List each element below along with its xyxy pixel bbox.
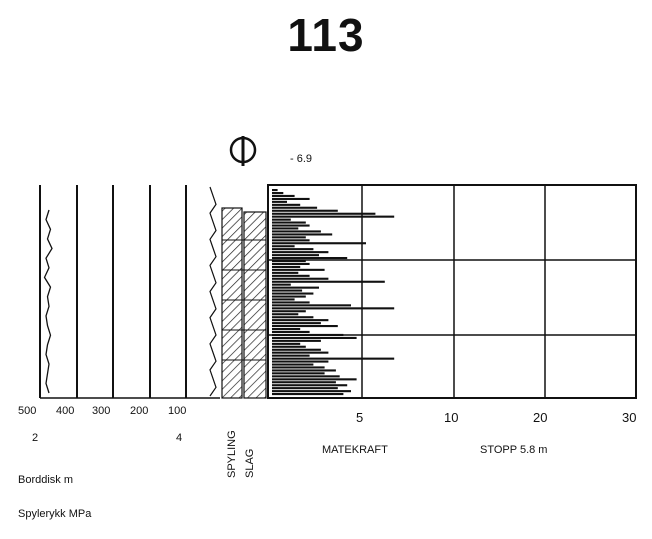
feed-force-bar [272,390,351,393]
feed-force-bar [272,339,321,342]
slag-column [243,211,267,399]
feed-force-bar [272,221,306,224]
feed-force-bar [272,316,314,319]
feed-force-bar [272,372,325,375]
feed-force-bar [272,325,338,328]
feed-force-bar [272,292,314,295]
feed-force-bar [272,351,329,354]
feed-force-bar [272,286,319,289]
feed-force-bar [272,274,310,277]
pressure-trace-line [209,186,217,397]
feed-force-bar [272,345,306,348]
left-tick-bottom: 2 [32,432,39,444]
left-axis-label-2: Spylerykk MPa [18,508,92,520]
feed-force-bar [272,206,318,209]
spyling-column [221,207,243,399]
left-tick-top: 400 [56,405,75,417]
start-depth-label: - 6.9 [290,153,313,165]
feed-force-bar [272,313,299,316]
feed-force-bar [272,265,301,268]
x-tick-label: 20 [533,410,548,425]
feed-force-bar [272,393,344,396]
feed-force-bar [272,242,366,245]
feed-force-bar [272,354,310,357]
feed-force-bar [272,333,344,336]
feed-force-bar [272,254,319,257]
x-axis-label: MATEKRAFT [322,444,388,456]
left-axis-label-1: Borddisk m [18,474,74,486]
feed-force-bar [272,277,329,280]
feed-force-bar [272,215,395,218]
x-tick-label: 10 [444,410,459,425]
feed-force-bar [272,262,310,265]
feed-force-bar [272,357,395,360]
feed-force-bar [272,301,310,304]
left-tick-top: 200 [130,405,149,417]
feed-force-bar [272,230,321,233]
feed-force-bar [272,260,306,263]
feed-force-bar [272,209,338,212]
feed-force-bar [272,336,357,339]
stop-depth-label: STOPP 5.8 m [480,444,548,456]
feed-force-bar [272,197,310,200]
feed-force-bar [272,348,321,351]
feed-force-bar [272,224,310,227]
feed-force-bar [272,375,340,378]
column-label-spyling: SPYLING [226,430,238,478]
feed-force-bar [272,280,385,283]
feed-force-bar [272,189,278,192]
page-title: 113 [287,9,365,61]
left-tick-bottom: 4 [176,432,183,444]
feed-force-bar [272,384,348,387]
column-label-slag: SLAG [244,448,256,478]
feed-force-bar [272,227,299,230]
left-trace-line [43,209,53,394]
x-tick-label: 5 [356,410,364,425]
left-tick-top: 500 [18,405,37,417]
feed-force-bar [272,239,310,242]
feed-force-bar [272,257,348,260]
feed-force-bar [272,200,287,203]
feed-force-bar [272,328,301,331]
feed-force-bar [272,304,351,307]
feed-force-bar [272,369,336,372]
feed-force-bar [272,233,333,236]
feed-force-bar [272,218,291,221]
feed-force-bar [272,366,325,369]
feed-force-bar [272,295,306,298]
feed-force-bar [272,307,395,310]
feed-force-bar [272,203,301,206]
feed-force-bar [272,192,284,195]
feed-force-bar [272,381,336,384]
feed-force-bar [272,212,376,215]
feed-force-bar [272,387,338,390]
feed-force-bar [272,236,306,239]
feed-force-bar [272,330,310,333]
feed-force-bar [272,268,325,271]
left-tick-top: 300 [92,405,111,417]
feed-force-bar [272,248,314,251]
feed-force-bar [272,251,329,254]
feed-force-bar [272,194,295,197]
feed-force-bar [272,283,291,286]
feed-force-bar [272,360,329,363]
feed-force-bar [272,378,357,381]
feed-force-bar [272,271,299,274]
left-tick-top: 100 [168,405,187,417]
feed-force-bar [272,342,301,345]
feed-force-bar [272,363,314,366]
feed-force-bar [272,322,321,325]
feed-force-bar [272,298,295,301]
feed-force-bar [272,310,306,313]
right-panel-frame [267,184,637,399]
feed-force-bar [272,245,295,248]
feed-force-bar [272,319,329,322]
x-tick-label: 30 [622,410,637,425]
feed-force-bar [272,289,303,292]
